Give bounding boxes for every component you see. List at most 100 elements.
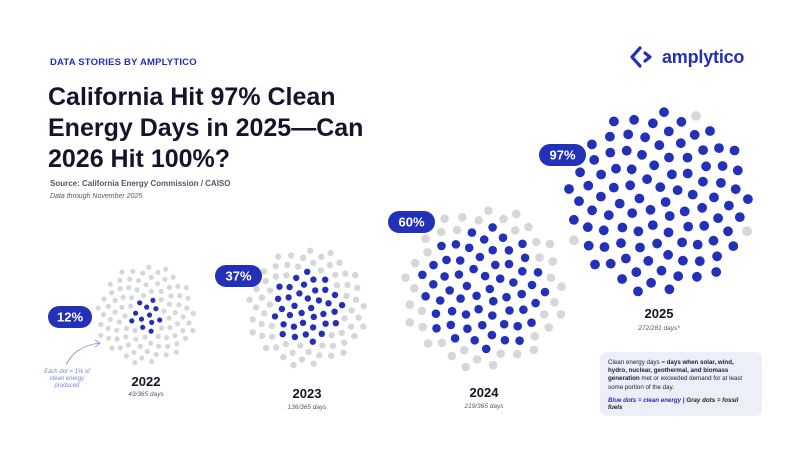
clean-energy-dot	[590, 259, 600, 270]
fossil-fuel-dot	[163, 352, 169, 358]
clean-energy-dot	[533, 268, 543, 277]
clean-energy-dot	[302, 331, 309, 338]
clean-energy-dot	[587, 139, 597, 150]
clean-energy-dot	[291, 302, 298, 309]
fossil-fuel-dot	[114, 336, 120, 342]
clean-energy-dot	[489, 296, 498, 306]
clean-energy-dot	[293, 274, 300, 282]
clean-energy-dot	[673, 271, 684, 282]
legend-definition-lead: Clean energy days =	[608, 359, 667, 366]
fossil-fuel-dot	[524, 222, 533, 232]
clean-energy-dot	[660, 197, 671, 207]
clean-energy-dot	[495, 274, 505, 284]
fossil-fuel-dot	[266, 287, 274, 294]
fossil-fuel-dot	[550, 297, 559, 307]
page-title: California Hit 97% Clean Energy Days in …	[48, 83, 364, 173]
fossil-fuel-dot	[258, 320, 265, 328]
fossil-fuel-dot	[166, 301, 172, 307]
fossil-fuel-dot	[123, 334, 129, 340]
legend-key-gray: Gray dots = fossil fuels	[608, 396, 739, 411]
fossil-fuel-dot	[252, 304, 260, 311]
clean-energy-dot	[687, 189, 698, 200]
legend-definition-tail: met or exceeded demand for at least some…	[608, 375, 743, 391]
clean-energy-dot	[429, 260, 438, 270]
clean-energy-dot	[675, 138, 686, 149]
clean-energy-dot	[654, 140, 665, 151]
fossil-fuel-dot	[310, 360, 317, 367]
clean-energy-dot	[664, 284, 675, 295]
clean-energy-dot	[440, 272, 449, 281]
clean-energy-dot	[488, 245, 498, 255]
clean-energy-dot	[672, 185, 683, 196]
clean-energy-dot	[692, 239, 703, 250]
fossil-fuel-dot	[101, 296, 107, 302]
clean-energy-dot	[320, 310, 327, 318]
fossil-fuel-dot	[162, 276, 168, 282]
fossil-fuel-dot	[114, 327, 120, 333]
fossil-fuel-dot	[100, 312, 106, 318]
fossil-fuel-dot	[496, 349, 506, 359]
clean-energy-dot	[709, 192, 719, 203]
clean-energy-dot	[635, 242, 645, 253]
clean-energy-dot	[603, 210, 614, 221]
fossil-fuel-dot	[183, 285, 189, 291]
brand-logo[interactable]: amplytico	[630, 44, 744, 70]
legend-definition: Clean energy days = days when solar, win…	[608, 359, 754, 392]
fossil-fuel-dot	[158, 325, 165, 331]
fossil-fuel-dot	[569, 235, 579, 246]
clean-energy-dot	[623, 129, 634, 140]
clean-energy-dot	[682, 168, 693, 179]
clean-energy-dot	[464, 243, 474, 253]
clean-energy-dot	[633, 286, 643, 297]
clean-energy-dot	[447, 306, 457, 316]
fossil-fuel-dot	[544, 323, 554, 332]
clean-energy-dot	[711, 267, 722, 277]
clean-energy-dot	[463, 324, 472, 334]
fossil-fuel-dot	[354, 284, 361, 291]
clean-energy-dot	[304, 295, 311, 302]
fossil-fuel-dot	[341, 315, 348, 322]
fossil-fuel-dot	[174, 321, 180, 327]
fossil-fuel-dot	[327, 249, 334, 257]
fossil-fuel-dot	[261, 268, 268, 275]
fossil-fuel-dot	[336, 259, 343, 266]
percent-label-2022: 12%	[57, 310, 83, 325]
clean-energy-dot	[656, 265, 667, 276]
fossil-fuel-dot	[106, 335, 112, 341]
clean-energy-dot	[634, 193, 645, 204]
fossil-fuel-dot	[343, 292, 350, 299]
fossil-fuel-dot	[328, 352, 335, 359]
clean-energy-dot	[598, 225, 609, 236]
clean-energy-dot	[331, 308, 338, 315]
clean-energy-dot	[648, 118, 658, 129]
fossil-fuel-dot	[261, 310, 268, 317]
fossil-fuel-dot	[246, 296, 253, 303]
source-note: Source: California Energy Commission / C…	[50, 179, 231, 188]
clean-energy-dot	[678, 255, 688, 266]
clean-energy-dot	[304, 268, 311, 275]
fossil-fuel-dot	[174, 341, 180, 347]
fossil-fuel-dot	[120, 294, 126, 300]
fossil-fuel-dot	[316, 352, 323, 359]
clean-energy-dot	[694, 256, 705, 267]
fossil-fuel-dot	[117, 286, 123, 292]
clean-energy-dot	[621, 253, 631, 264]
clean-energy-dot	[504, 259, 514, 269]
clean-energy-dot	[575, 167, 585, 178]
year-label-2024: 2024	[470, 385, 500, 400]
fossil-fuel-dot	[182, 335, 189, 341]
fossil-fuel-dot	[298, 356, 306, 363]
clean-energy-dot	[642, 174, 652, 185]
fossil-fuel-dot	[319, 342, 326, 349]
clean-energy-dot	[276, 283, 283, 290]
fossil-fuel-dot	[539, 310, 549, 319]
clean-energy-dot	[708, 235, 719, 246]
clean-energy-dot	[421, 292, 430, 301]
fossil-fuel-dot	[165, 343, 171, 350]
fossil-fuel-dot	[512, 349, 522, 359]
fossil-fuel-dot	[176, 302, 182, 308]
clean-energy-dot	[478, 320, 487, 330]
clean-energy-dot	[431, 309, 441, 319]
fossil-fuel-dot	[273, 344, 280, 351]
clean-energy-dot	[290, 323, 298, 330]
